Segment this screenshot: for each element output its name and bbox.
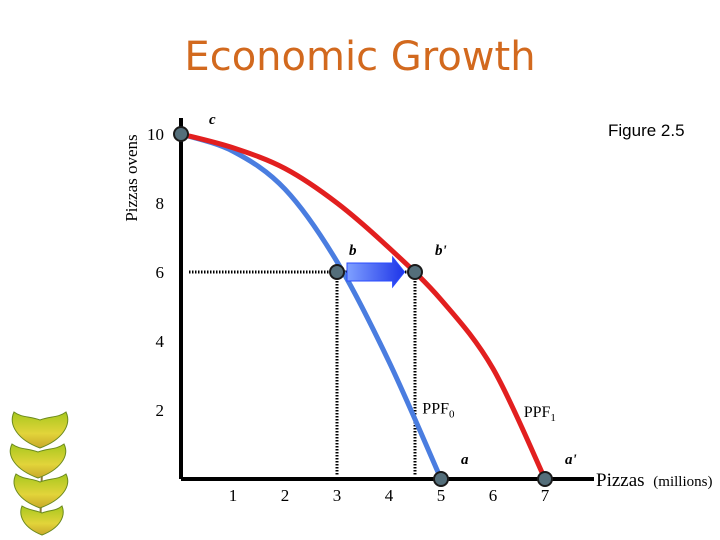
point-label-b: b <box>349 243 357 259</box>
figure-label: Figure 2.5 <box>608 121 685 140</box>
x-tick-label-6: 6 <box>489 486 498 505</box>
point-label-a: a <box>461 452 469 468</box>
series-label-ppf0: PPF0 <box>422 400 455 420</box>
shift-arrow <box>346 255 406 289</box>
point-label-b-prime: b' <box>435 243 447 259</box>
x-tick-label-3: 3 <box>333 486 342 505</box>
series-ppf0-line <box>178 131 444 482</box>
point-label-a-prime: a' <box>565 452 577 468</box>
page-title: Economic Growth <box>184 34 536 80</box>
y-tick-label-8: 8 <box>156 194 165 213</box>
x-tick-label-4: 4 <box>385 486 394 505</box>
x-axis-label-unit: (millions) <box>653 474 712 490</box>
point-b-prime <box>407 264 423 280</box>
y-tick-label-6: 6 <box>156 263 165 282</box>
y-tick-label-2: 2 <box>156 401 165 420</box>
point-a <box>433 471 449 487</box>
x-tick-label-5: 5 <box>437 486 446 505</box>
series-label-ppf1: PPF1 <box>524 404 556 424</box>
series-ppf1-line <box>178 131 548 482</box>
series-label-sub-ppf1: 1 <box>550 412 556 424</box>
y-axis-label: Pizzas ovens <box>122 134 141 221</box>
x-axis-label: Pizzas (millions) <box>596 470 712 491</box>
y-tick-label-4: 4 <box>156 332 165 351</box>
series-label-main-ppf1: PPF <box>524 404 551 421</box>
point-c <box>173 126 189 142</box>
x-tick-label-7: 7 <box>541 486 550 505</box>
x-tick-label-2: 2 <box>281 486 290 505</box>
point-label-c: c <box>209 112 216 128</box>
ginkgo-leaf-icon <box>9 411 69 536</box>
x-axis-label-main: Pizzas <box>596 470 645 491</box>
point-b <box>329 264 345 280</box>
series-label-main-ppf0: PPF <box>422 400 449 417</box>
y-tick-label-10: 10 <box>147 125 164 144</box>
series-label-sub-ppf0: 0 <box>449 408 455 420</box>
x-tick-label-1: 1 <box>229 486 238 505</box>
point-a-prime <box>537 471 553 487</box>
